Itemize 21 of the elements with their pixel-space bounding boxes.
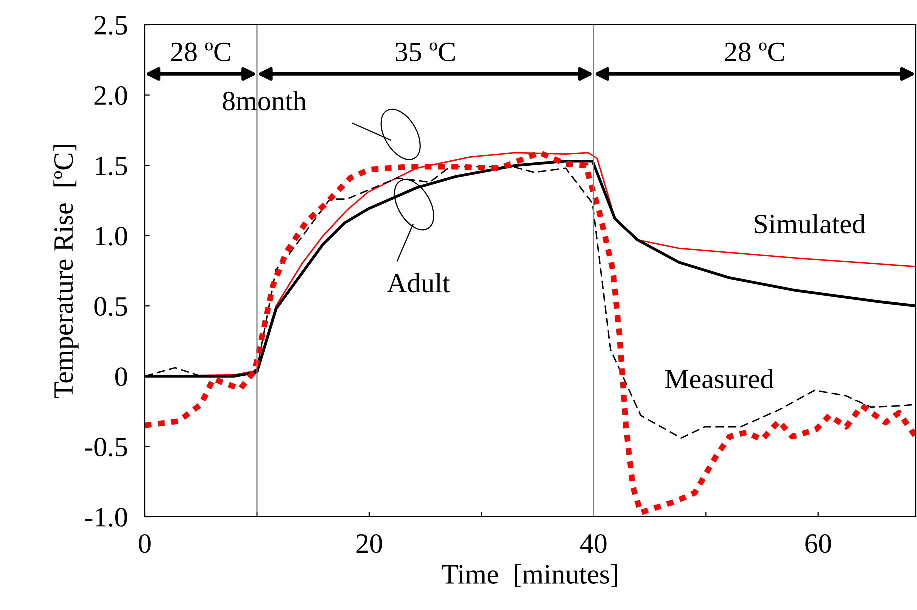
annotation: 8month: [223, 91, 307, 111]
y-tick-label: 1.5: [96, 156, 128, 176]
annotation: Adult: [387, 273, 450, 293]
annotation: 35 ºC: [396, 42, 455, 62]
y-tick-label: 0: [116, 368, 128, 386]
y-tick-label: -1.0: [85, 508, 128, 528]
y-tick-label: 2.0: [94, 86, 128, 106]
x-tick-label: 60: [806, 534, 832, 554]
annotation: Simulated: [755, 214, 866, 234]
x-tick-label: 40: [580, 534, 607, 554]
x-axis-title: Time [minutes]: [442, 564, 618, 588]
x-tick-label: 0: [139, 534, 151, 554]
y-axis-title: Temperature Rise [ºC]: [54, 145, 79, 398]
y-tick-label: -0.5: [85, 438, 128, 457]
annotation: Measured: [665, 369, 774, 389]
y-tick-label: 2.5: [94, 16, 128, 36]
x-tick-label: 20: [356, 534, 382, 554]
annotation: 28 ºC: [171, 42, 231, 62]
annotation: 28 ºC: [725, 42, 784, 62]
y-tick-label: 0.5: [94, 297, 128, 316]
y-tick-label: 1.0: [96, 227, 128, 246]
